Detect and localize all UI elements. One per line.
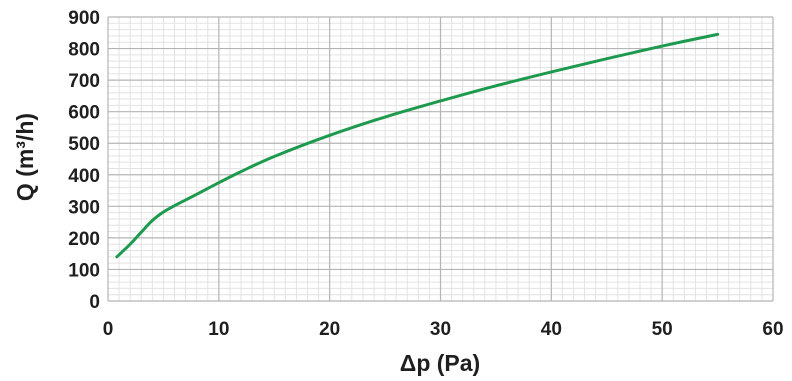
y-tick-label: 300: [68, 197, 100, 218]
x-axis-label: Δp (Pa): [400, 350, 480, 376]
major-grid: [107, 16, 774, 302]
x-tick-label: 40: [541, 319, 562, 340]
y-tick-label: 0: [89, 292, 100, 313]
series-line: [115, 32, 720, 259]
series-layer: [115, 32, 720, 259]
x-tick-label: 0: [103, 319, 114, 340]
y-tick-label: 600: [68, 103, 100, 124]
y-tick-label: 100: [68, 260, 100, 281]
x-tick-label: 20: [319, 319, 340, 340]
x-tick-labels: 0 10 20 30 40 50 60: [103, 319, 784, 340]
x-tick-label: 10: [208, 319, 229, 340]
y-tick-label: 900: [68, 8, 100, 29]
y-tick-label: 700: [68, 71, 100, 92]
x-tick-label: 60: [762, 319, 783, 340]
y-tick-labels: 0 100 200 300 400 500 600 700 800 900: [68, 8, 100, 313]
y-tick-label: 200: [68, 229, 100, 250]
y-axis-label: Q (m³/h): [12, 113, 38, 201]
x-tick-label: 50: [652, 319, 673, 340]
y-tick-label: 400: [68, 166, 100, 187]
y-tick-label: 500: [68, 134, 100, 155]
x-tick-label: 30: [430, 319, 451, 340]
y-tick-label: 800: [68, 40, 100, 61]
